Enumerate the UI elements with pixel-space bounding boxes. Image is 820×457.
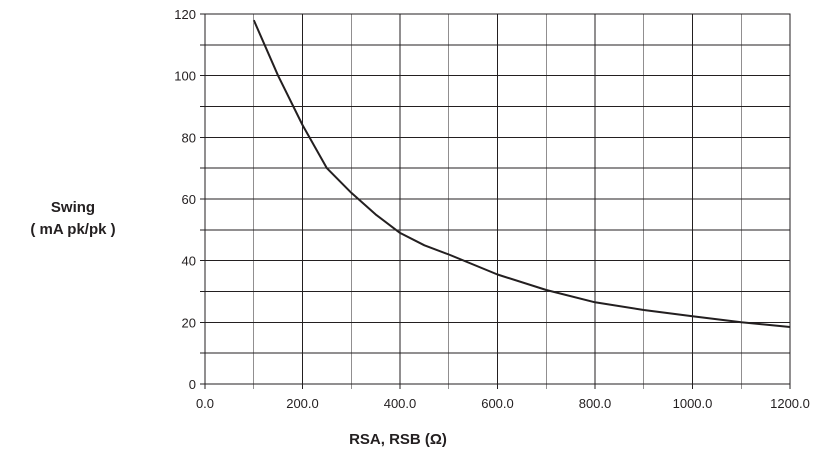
x-tick-labels: 0.0 200.0 400.0 600.0 800.0 1000.0 1200.0 — [196, 396, 810, 411]
series-line-swing — [252, 19, 791, 328]
y-tick-label: 40 — [182, 254, 196, 269]
plot-frame — [204, 13, 791, 385]
x-tick-label: 800.0 — [579, 396, 612, 411]
y-tick-label: 100 — [174, 69, 196, 84]
series-layer — [252, 19, 791, 328]
y-tick-labels: 0 20 40 60 80 100 120 — [174, 7, 196, 392]
x-tick-label: 1200.0 — [770, 396, 810, 411]
y-tick-label: 20 — [182, 315, 196, 330]
y-axis-label-line-1: Swing — [51, 199, 95, 216]
x-tick-label: 1000.0 — [673, 396, 713, 411]
x-tick-label: 0.0 — [196, 396, 214, 411]
y-axis-label-line-2: ( mA pk/pk ) — [30, 221, 115, 238]
y-tick-label: 120 — [174, 7, 196, 22]
x-tick-label: 400.0 — [384, 396, 417, 411]
y-tick-label: 0 — [189, 377, 196, 392]
y-tick-label: 80 — [182, 130, 196, 145]
grid-lines — [200, 13, 791, 389]
y-tick-label: 60 — [182, 192, 196, 207]
x-axis-label: RSA, RSB (Ω) — [349, 431, 447, 448]
x-tick-label: 200.0 — [286, 396, 319, 411]
x-tick-label: 600.0 — [481, 396, 514, 411]
